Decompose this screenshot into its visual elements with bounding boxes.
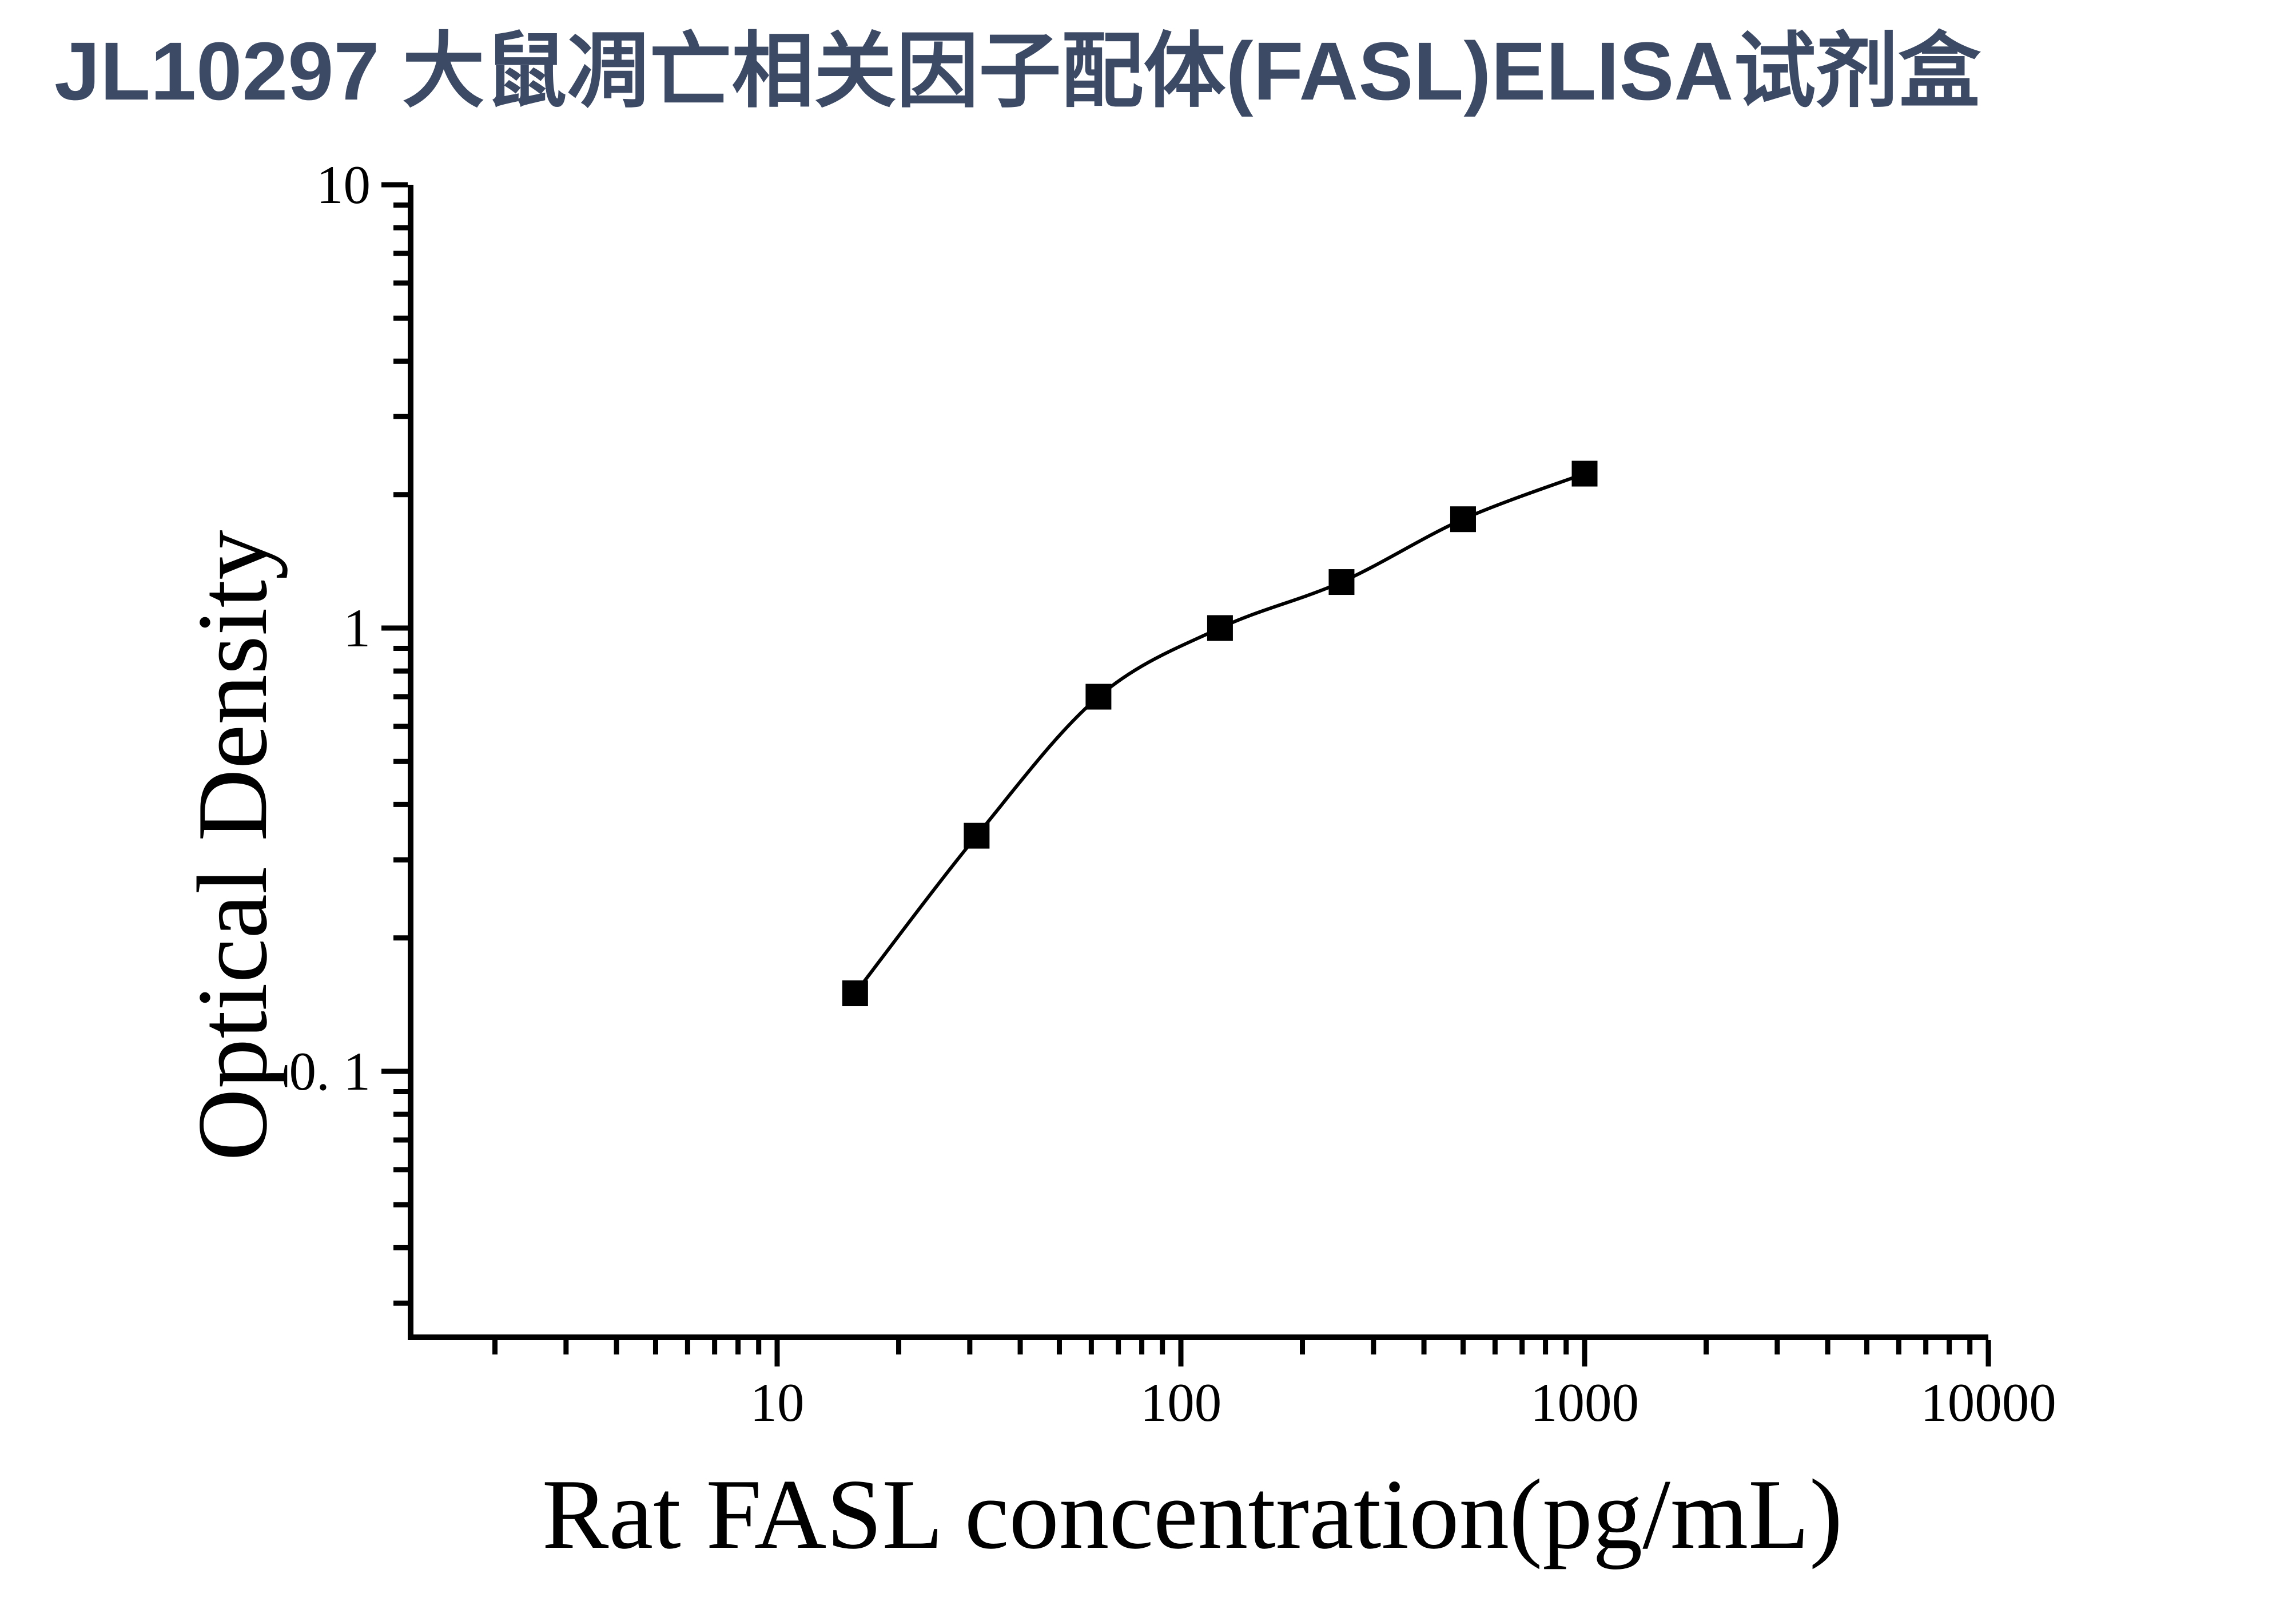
page-title: JL10297 大鼠凋亡相关因子配体(FASL)ELISA试剂盒 bbox=[54, 25, 1981, 117]
data-point-marker bbox=[1207, 615, 1233, 641]
y-axis-label: Optical Density bbox=[177, 530, 288, 1161]
y-tick-label: 1 bbox=[344, 598, 371, 658]
y-tick-label: 10 bbox=[316, 154, 371, 215]
standard-curve-line bbox=[853, 472, 1586, 995]
data-point-marker bbox=[1571, 460, 1598, 487]
y-tick-label: 0. 1 bbox=[289, 1041, 371, 1102]
x-tick-label: 10000 bbox=[1920, 1372, 2056, 1433]
data-point-marker bbox=[1450, 506, 1476, 533]
axis-spines bbox=[408, 185, 1988, 1340]
data-point-marker bbox=[842, 980, 868, 1007]
x-tick-label: 10 bbox=[750, 1372, 805, 1433]
plot-area: 10 100 1000 10000 10 1 0. 1 bbox=[289, 154, 2056, 1433]
data-point-marker bbox=[1328, 569, 1355, 595]
x-tick-label: 100 bbox=[1140, 1372, 1222, 1433]
data-point-marker bbox=[1085, 684, 1112, 710]
x-tick-label: 1000 bbox=[1530, 1372, 1639, 1433]
data-point-marker bbox=[964, 823, 990, 849]
x-axis-label: Rat FASL concentration(pg/mL) bbox=[542, 1459, 1843, 1570]
